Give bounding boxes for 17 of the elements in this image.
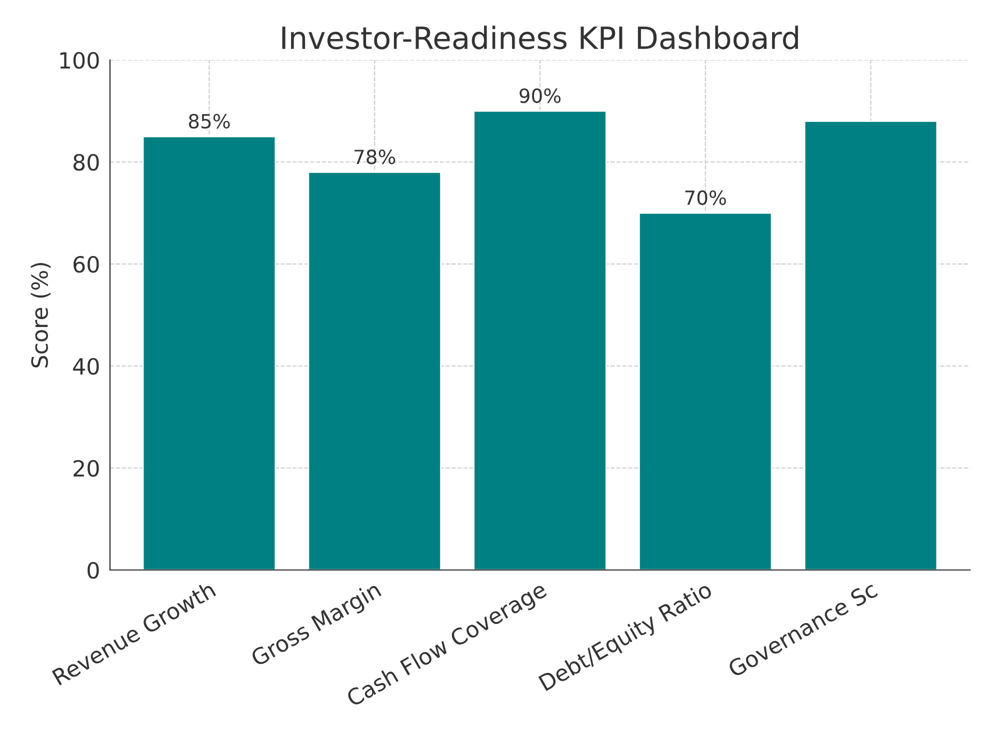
data-label: 78%	[354, 150, 396, 164]
y-tick-label: 20	[74, 460, 99, 477]
bar	[804, 120, 938, 570]
bar	[473, 110, 607, 570]
bar	[638, 212, 772, 570]
data-label: 70%	[685, 190, 726, 206]
y-tick-label: 80	[74, 154, 99, 171]
bar	[308, 172, 442, 570]
y-tick-label: 0	[88, 562, 99, 579]
data-label: 85%	[188, 114, 230, 129]
chart-title: Investor-Readiness KPI Dashboard	[282, 26, 798, 50]
y-tick-label: 100	[60, 52, 99, 69]
y-tick-label: 40	[73, 358, 99, 375]
y-tick-label: 60	[74, 256, 99, 273]
data-label: 90%	[520, 88, 561, 104]
y-axis-title: Score (%)	[30, 263, 51, 368]
bar	[142, 136, 276, 570]
